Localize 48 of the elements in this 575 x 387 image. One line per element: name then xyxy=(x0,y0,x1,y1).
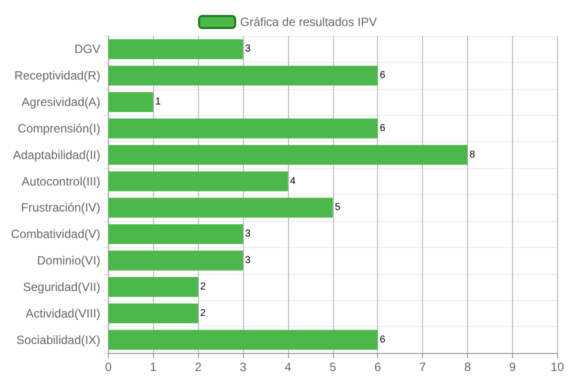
bar xyxy=(108,92,154,112)
x-tick-label: 7 xyxy=(419,360,426,374)
data-label: 2 xyxy=(200,281,206,292)
y-tick-label: Dominio(VI) xyxy=(37,254,100,268)
x-tick-label: 2 xyxy=(194,360,202,374)
x-tick-label: 9 xyxy=(509,360,516,374)
y-tick-label: Seguridad(VII) xyxy=(22,280,100,294)
bar xyxy=(108,144,468,165)
data-label: 8 xyxy=(470,149,476,160)
x-tick-label: 8 xyxy=(464,360,472,374)
data-label: 6 xyxy=(380,334,386,346)
y-tick-label: Agresividad(A) xyxy=(22,95,100,110)
y-tick-label: Frustración(IV) xyxy=(21,200,100,215)
bar xyxy=(108,66,378,86)
data-label: 3 xyxy=(245,255,252,266)
data-label: 3 xyxy=(245,228,252,240)
data-label: 1 xyxy=(155,96,162,108)
x-tick-label: 1 xyxy=(150,360,157,374)
x-tick-label: 0 xyxy=(105,360,112,374)
y-tick-label: Actividad(VIII) xyxy=(26,306,100,320)
x-tick-label: 10 xyxy=(550,360,564,374)
x-tick-label: 3 xyxy=(240,360,247,374)
bar xyxy=(108,118,378,138)
data-label: 3 xyxy=(245,44,252,55)
bar xyxy=(108,330,378,350)
bar xyxy=(108,39,244,60)
y-tick-label: Adaptabilidad(II) xyxy=(12,148,100,162)
data-label: 6 xyxy=(380,70,386,82)
bar xyxy=(108,277,198,297)
data-label: 5 xyxy=(334,202,341,214)
x-tick-label: 6 xyxy=(374,360,382,374)
y-tick-label: Comprensión(I) xyxy=(18,121,100,136)
y-tick-label: Autocontrol(III) xyxy=(22,174,100,188)
y-tick-label: Sociabilidad(IX) xyxy=(16,332,100,347)
x-tick-label: 5 xyxy=(330,360,337,374)
data-label: 2 xyxy=(200,308,206,319)
data-label: 4 xyxy=(290,176,296,187)
data-label: 6 xyxy=(380,122,386,134)
bar xyxy=(108,250,244,270)
bar xyxy=(108,224,244,244)
y-tick-label: Receptividad(R) xyxy=(14,68,100,83)
bar xyxy=(108,303,198,324)
bar xyxy=(108,198,333,218)
y-tick-label: Combatividad(V) xyxy=(10,227,100,242)
x-tick-label: 4 xyxy=(284,360,292,374)
legend-label: Gráfica de resultados IPV xyxy=(240,15,377,29)
y-tick-label: DGV xyxy=(74,42,100,56)
bar xyxy=(108,171,288,192)
